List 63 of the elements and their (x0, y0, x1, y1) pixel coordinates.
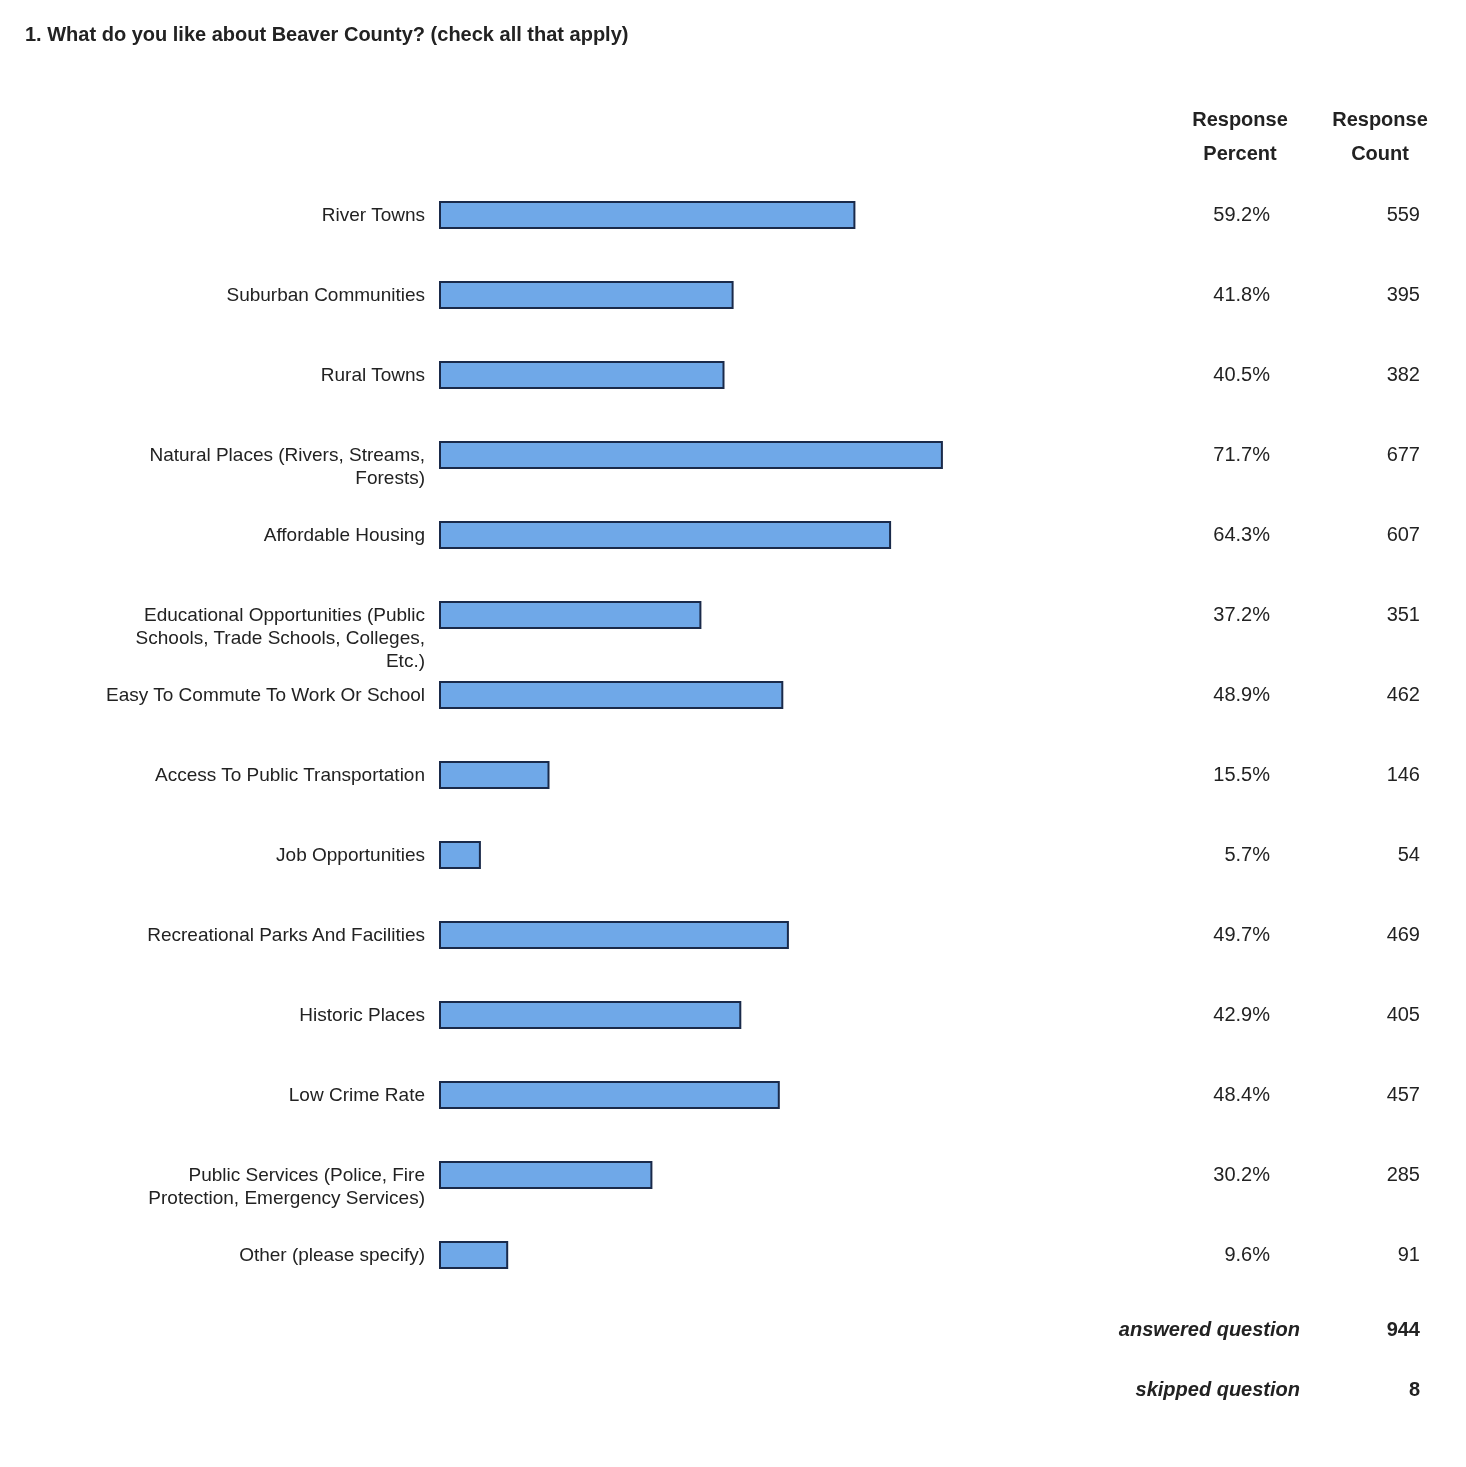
text: 8 (1408, 1378, 1420, 1400)
bar (439, 281, 734, 309)
text: 462 (1386, 683, 1420, 705)
bar (439, 921, 789, 949)
data-label: 48.4% (1213, 1083, 1271, 1105)
text: 607 (1386, 523, 1420, 545)
text: Response Percent (1192, 108, 1288, 164)
data-label: 59.2% (1213, 203, 1271, 225)
data-label: 48.9% (1213, 683, 1271, 705)
data-label: 37.2% (1213, 603, 1271, 625)
bar (439, 201, 856, 229)
y-tick-label: Public Services (Police, Fire Protection, Emergency Services) (148, 1164, 425, 1208)
y-tick-label: Easy To Commute To Work Or School (106, 684, 425, 705)
data-label: 42.9% (1213, 1003, 1271, 1025)
y-tick-label: Affordable Housing (263, 524, 425, 545)
bar (439, 1001, 742, 1029)
bar (439, 761, 550, 789)
y-tick-label: Recreational Parks And Facilities (147, 924, 425, 945)
text: 382 (1386, 363, 1420, 385)
text: 395 (1386, 283, 1420, 305)
text: 677 (1386, 443, 1420, 465)
y-tick-label: Access To Public Transportation (154, 764, 425, 785)
data-label: 30.2% (1213, 1163, 1271, 1185)
text: 54 (1397, 843, 1420, 865)
bar (439, 1241, 509, 1269)
text: 91 (1397, 1243, 1420, 1265)
bar (439, 1081, 780, 1109)
data-label: 40.5% (1213, 363, 1271, 385)
y-tick-label: Natural Places (Rivers, Streams, Forests) (149, 444, 425, 488)
text: answered question (1118, 1318, 1300, 1340)
y-tick-label: Educational Opportunities (Public Schools, Trade Schools, Colleges, Etc.) (135, 604, 425, 671)
bar (439, 841, 481, 869)
text: 457 (1386, 1083, 1420, 1105)
text: 405 (1386, 1003, 1420, 1025)
bar (439, 601, 702, 629)
y-tick-label: Historic Places (299, 1004, 425, 1025)
bar (439, 1161, 653, 1189)
bar (439, 361, 725, 389)
data-label: 5.7% (1224, 843, 1271, 865)
text: 285 (1386, 1163, 1420, 1185)
bar (439, 441, 943, 469)
y-tick-label: Other (please specify) (239, 1244, 425, 1265)
text: 351 (1386, 603, 1420, 625)
text: Response Count (1332, 108, 1428, 164)
text: 944 (1386, 1318, 1421, 1340)
bar (439, 681, 784, 709)
y-tick-label: Low Crime Rate (288, 1084, 425, 1105)
text: 559 (1386, 203, 1420, 225)
text: skipped question (1135, 1378, 1300, 1400)
data-label: 41.8% (1213, 283, 1271, 305)
bar (439, 521, 892, 549)
y-tick-label: Suburban Communities (226, 284, 425, 305)
y-tick-label: Job Opportunities (276, 844, 425, 865)
y-tick-label: Rural Towns (320, 364, 425, 385)
chart-title: 1. What do you like about Beaver County? (check all that apply) (25, 23, 629, 45)
text: 469 (1386, 923, 1420, 945)
y-tick-label: River Towns (321, 204, 425, 225)
text: 146 (1386, 763, 1420, 785)
data-label: 64.3% (1213, 523, 1271, 545)
data-label: 9.6% (1224, 1243, 1271, 1265)
data-label: 71.7% (1213, 443, 1271, 465)
data-label: 49.7% (1213, 923, 1271, 945)
data-label: 15.5% (1213, 763, 1271, 785)
